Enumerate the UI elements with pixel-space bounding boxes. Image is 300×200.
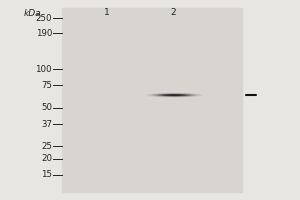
Text: 190: 190 xyxy=(36,29,52,38)
Text: 100: 100 xyxy=(35,65,52,74)
Bar xyxy=(62,8,242,192)
Text: kDa: kDa xyxy=(24,9,42,18)
Text: 2: 2 xyxy=(171,8,176,17)
Text: 37: 37 xyxy=(41,120,52,129)
Text: 50: 50 xyxy=(41,103,52,112)
Text: 75: 75 xyxy=(41,81,52,90)
Text: 25: 25 xyxy=(41,142,52,151)
Text: 15: 15 xyxy=(41,170,52,179)
Text: 250: 250 xyxy=(35,14,52,23)
Text: 1: 1 xyxy=(104,8,110,17)
Text: 20: 20 xyxy=(41,154,52,163)
